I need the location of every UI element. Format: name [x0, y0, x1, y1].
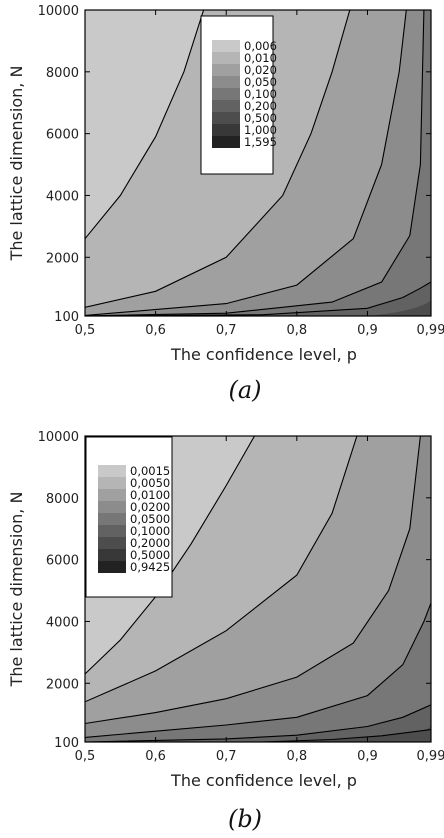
y-tick-label: 100: [54, 310, 79, 325]
legend-label: 0,200: [244, 99, 277, 113]
legend-label: 0,2000: [130, 536, 170, 550]
legend-swatch: [212, 88, 240, 100]
legend-swatch: [212, 52, 240, 64]
legend-label: 1,595: [244, 135, 277, 149]
x-tick-label: 0,5: [75, 749, 96, 764]
x-tick-label: 0,5: [75, 323, 96, 338]
chart-2: 0,5 0,6 0,7 0,8 0,9 0,99 100 2000 4000 6000 8000 10…: [7, 430, 444, 833]
contour-band-5: [85, 704, 431, 742]
legend-swatch: [98, 477, 126, 489]
legend-swatch: [98, 549, 126, 561]
y-tick-label: 4000: [46, 615, 79, 630]
legend: 0,00150,00500,01000,02000,05000,10000,20…: [85, 436, 173, 598]
legend-swatch: [212, 124, 240, 136]
contour-line-4: [85, 602, 431, 738]
contour-band-4: [85, 602, 431, 742]
legend-swatch: [98, 501, 126, 513]
legend-swatch: [98, 537, 126, 549]
legend-label: 0,006: [244, 39, 277, 53]
chart-1: 0,5 0,6 0,7 0,8 0,9 0,99 100 2000 4000 6000 8000 10…: [7, 4, 444, 404]
y-tick-label: 2000: [46, 677, 79, 692]
legend-label: 0,0015: [130, 464, 170, 478]
legend-swatch: [98, 525, 126, 537]
legend-swatch: [212, 76, 240, 88]
legend-swatch: [212, 40, 240, 52]
plot-frame: [84, 435, 432, 743]
contour-line-5: [85, 281, 431, 316]
legend-swatch: [98, 489, 126, 501]
y-tick-label: 10000: [38, 4, 79, 19]
y-axis-label: The lattice dimension, N: [7, 66, 26, 262]
contour-band-2: [85, 10, 431, 316]
x-axis-label: The confidence level, p: [170, 771, 357, 790]
legend-label: 0,0100: [130, 488, 170, 502]
y-tick-label: 8000: [46, 492, 79, 507]
y-tick-label: 10000: [38, 430, 79, 445]
x-tick-label: 0,8: [286, 749, 307, 764]
x-tick-label: 0,8: [286, 323, 307, 338]
contour-line-2: [85, 10, 351, 308]
legend: 0,0060,0100,0200,0500,1000,2000,5001,000…: [200, 15, 277, 175]
contour-line-3: [85, 10, 407, 316]
chart-caption: (a): [228, 376, 261, 404]
legend-swatch: [212, 64, 240, 76]
contour-band-corner: [367, 726, 431, 742]
x-tick-label: 0,7: [216, 749, 237, 764]
legend-label: 0,1000: [130, 524, 170, 538]
y-axis-label: The lattice dimension, N: [7, 492, 26, 688]
x-tick-label: 0,99: [417, 749, 444, 764]
y-tick-label: 6000: [46, 128, 79, 143]
y-tick-label: 4000: [46, 189, 79, 204]
contour-band-4: [85, 10, 431, 316]
legend-label: 0,100: [244, 87, 277, 101]
x-tick-label: 0,7: [216, 323, 237, 338]
contour-line-1: [85, 436, 255, 675]
plot-frame: [84, 9, 432, 317]
x-axis-label: The confidence level, p: [170, 345, 357, 364]
legend-swatch: [212, 100, 240, 112]
x-tick-label: 0,6: [145, 323, 166, 338]
y-tick-label: 8000: [46, 66, 79, 81]
legend-label: 0,010: [244, 51, 277, 65]
contour-bands: [85, 436, 431, 742]
legend-label: 0,050: [244, 75, 277, 89]
x-tick-label: 0,9: [357, 749, 378, 764]
legend-swatch: [212, 136, 240, 148]
contour-band-3: [85, 436, 431, 742]
y-tick-label: 2000: [46, 251, 79, 266]
legend-label: 0,0500: [130, 512, 170, 526]
legend-swatch: [212, 112, 240, 124]
contour-line-3: [85, 436, 421, 725]
legend-label: 0,500: [244, 111, 277, 125]
legend-label: 0,5000: [130, 548, 170, 562]
legend-swatch: [98, 465, 126, 477]
legend-label: 0,0050: [130, 476, 170, 490]
x-tick-label: 0,6: [145, 749, 166, 764]
y-tick-label: 6000: [46, 554, 79, 569]
chart-caption: (b): [228, 805, 262, 833]
x-tick-label: 0,9: [357, 323, 378, 338]
legend-label: 1,000: [244, 123, 277, 137]
contour-line-2: [85, 436, 358, 703]
contour-line-5: [85, 704, 431, 742]
contour-band-corner: [367, 300, 431, 316]
legend-swatch: [98, 561, 126, 573]
legend-label: 0,9425: [130, 560, 170, 574]
legend-label: 0,020: [244, 63, 277, 77]
legend-swatch: [98, 513, 126, 525]
contour-line-1: [85, 10, 205, 240]
y-tick-label: 100: [54, 736, 79, 751]
legend-label: 0,0200: [130, 500, 170, 514]
x-tick-label: 0,99: [417, 323, 444, 338]
